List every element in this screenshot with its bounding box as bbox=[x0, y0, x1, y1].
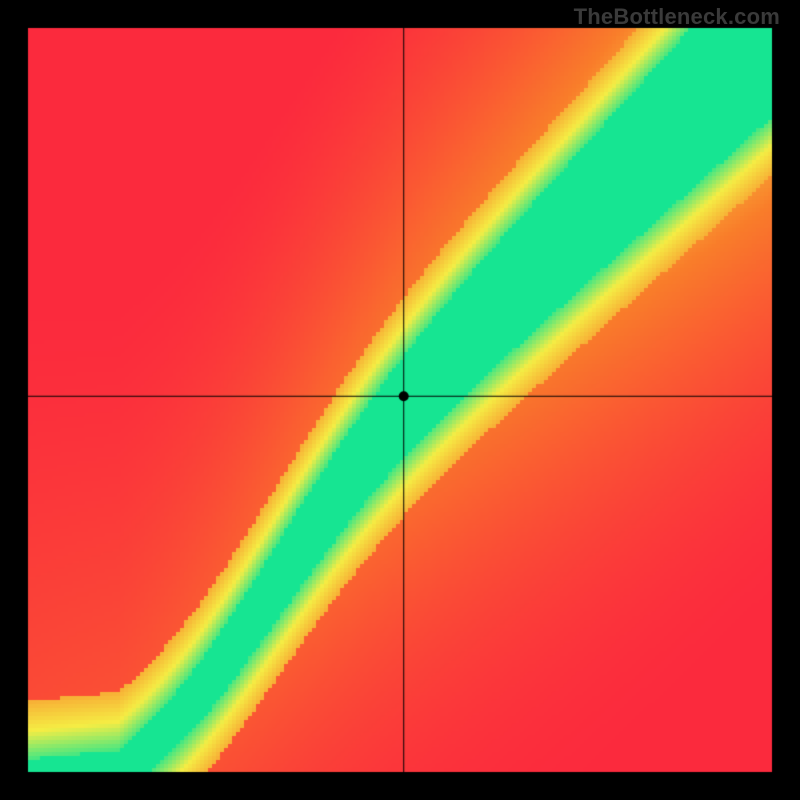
watermark-text: TheBottleneck.com bbox=[574, 4, 780, 30]
chart-container: TheBottleneck.com bbox=[0, 0, 800, 800]
heatmap-canvas bbox=[0, 0, 800, 800]
